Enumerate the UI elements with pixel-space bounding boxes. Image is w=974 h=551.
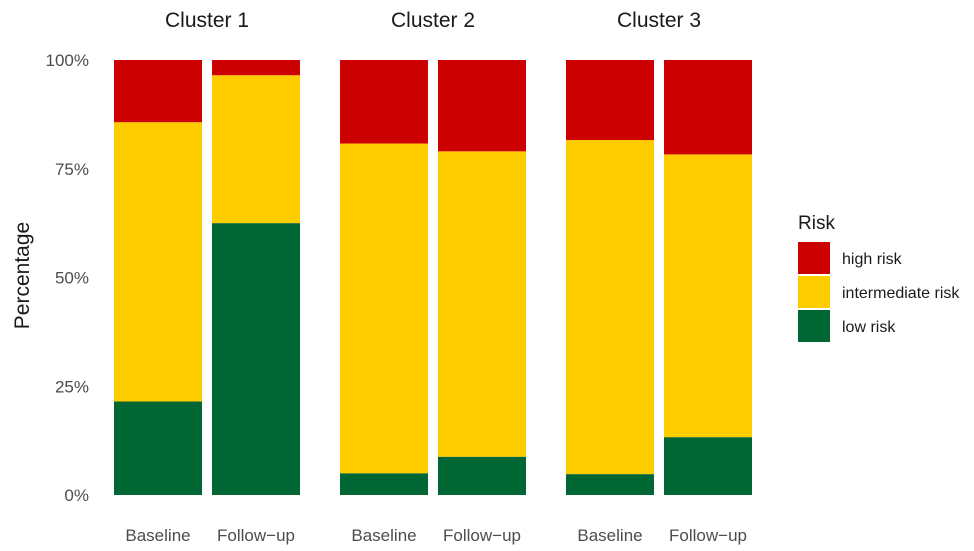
bar-segment-cluster-3-baseline-intermediate-risk — [566, 140, 654, 475]
bar-segment-cluster-1-follow-up-intermediate-risk — [212, 75, 300, 224]
x-tick-label-cluster-1-follow-up: Follow−up — [217, 526, 295, 545]
y-tick-label-75: 75% — [55, 160, 89, 179]
legend-key-intermediate-risk — [798, 276, 830, 308]
legend-key-high-risk — [798, 242, 830, 274]
x-tick-label-cluster-3-follow-up: Follow−up — [669, 526, 747, 545]
x-tick-label-cluster-2-follow-up: Follow−up — [443, 526, 521, 545]
y-tick-label-0: 0% — [64, 486, 89, 505]
x-tick-label-cluster-3-baseline: Baseline — [577, 526, 642, 545]
bar-segment-cluster-3-follow-up-intermediate-risk — [664, 154, 752, 438]
bar-segment-cluster-3-baseline-low-risk — [566, 474, 654, 495]
bar-segment-cluster-3-follow-up-low-risk — [664, 437, 752, 495]
legend-title: Risk — [798, 213, 835, 234]
bar-segment-cluster-3-follow-up-high-risk — [664, 60, 752, 155]
bar-segment-cluster-2-baseline-low-risk — [340, 473, 428, 495]
legend-label-intermediate-risk: intermediate risk — [842, 285, 960, 302]
bar-segment-cluster-1-baseline-intermediate-risk — [114, 122, 202, 402]
x-tick-label-cluster-1-baseline: Baseline — [125, 526, 190, 545]
bar-segment-cluster-1-baseline-high-risk — [114, 60, 202, 123]
bar-segment-cluster-2-follow-up-low-risk — [438, 456, 526, 495]
bar-segment-cluster-1-baseline-low-risk — [114, 401, 202, 495]
bar-segment-cluster-2-follow-up-intermediate-risk — [438, 151, 526, 457]
legend-key-low-risk — [798, 310, 830, 342]
legend-label-high-risk: high risk — [842, 251, 903, 268]
bar-segment-cluster-2-baseline-high-risk — [340, 60, 428, 144]
y-axis-title: Percentage — [11, 222, 34, 329]
bar-segment-cluster-2-baseline-intermediate-risk — [340, 143, 428, 474]
panel-title-cluster-3: Cluster 3 — [617, 9, 701, 32]
bar-segment-cluster-3-baseline-high-risk — [566, 60, 654, 141]
bar-segment-cluster-1-follow-up-low-risk — [212, 223, 300, 495]
y-tick-label-100: 100% — [46, 51, 89, 70]
y-tick-label-50: 50% — [55, 269, 89, 288]
bar-segment-cluster-2-follow-up-high-risk — [438, 60, 526, 152]
y-tick-label-25: 25% — [55, 377, 89, 396]
x-tick-label-cluster-2-baseline: Baseline — [351, 526, 416, 545]
panel-title-cluster-2: Cluster 2 — [391, 9, 475, 32]
bar-segment-cluster-1-follow-up-high-risk — [212, 60, 300, 76]
legend-label-low-risk: low risk — [842, 319, 896, 336]
panel-title-cluster-1: Cluster 1 — [165, 9, 249, 32]
